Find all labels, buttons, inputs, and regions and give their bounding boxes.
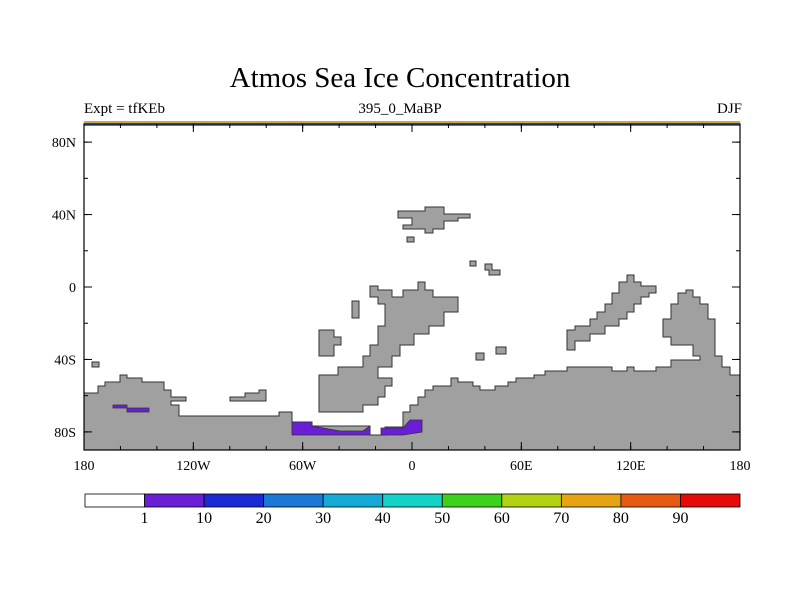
lon-tick-label: 60E (510, 459, 533, 474)
ice-patch-weddell (291, 421, 371, 436)
land-coast-islet (351, 300, 360, 319)
colorbar-label: 60 (494, 510, 510, 527)
lon-tick-label: 120E (616, 459, 646, 474)
land-islet-a (406, 236, 415, 243)
colorbar-label: 50 (434, 510, 450, 527)
colorbar-segment (501, 493, 562, 508)
land-islet-g (229, 389, 267, 402)
lat-tick-label: 40N (52, 209, 76, 224)
land-islet-b (469, 260, 477, 267)
ice-patch-west (112, 404, 150, 413)
map-axes: 180 120W 60W 0 60E 120E 180 80N 40N 0 40S 80S (52, 124, 751, 474)
sea-ice-patches (112, 404, 423, 436)
land-east-arc (566, 274, 657, 351)
lat-tick-label: 80S (54, 426, 76, 441)
land-continent-west (318, 281, 459, 413)
land-islet-c (484, 263, 501, 276)
lat-tick-label: 0 (69, 281, 76, 296)
colorbar-segment (263, 493, 324, 508)
colorbar-label: 70 (553, 510, 569, 527)
colorbar-label: 90 (672, 510, 688, 527)
colorbar-segment (84, 493, 145, 508)
lat-tick-label: 80N (52, 136, 76, 151)
colorbar: 1 10 20 30 40 50 60 70 80 90 (84, 493, 741, 527)
colorbar-segment (680, 493, 741, 508)
lon-tick-label: 120W (176, 459, 211, 474)
north-band-top (84, 121, 740, 124)
land-masses (83, 206, 741, 451)
colorbar-label: 40 (375, 510, 391, 527)
colorbar-segment (620, 493, 681, 508)
colorbar-segment (203, 493, 265, 508)
colorbar-segment (144, 493, 205, 508)
lon-tick-label: 180 (730, 459, 751, 474)
lon-tick-label: 0 (409, 459, 416, 474)
lon-tick-label: 60W (289, 459, 317, 474)
colorbar-segment (441, 493, 503, 508)
experiment-label: Expt = tfKEb (84, 101, 165, 117)
land-islet-e (495, 346, 507, 355)
colorbar-label: 80 (613, 510, 629, 527)
lat-tick-label: 40S (54, 353, 76, 368)
colorbar-segment (382, 493, 443, 508)
ice-patch-east (380, 419, 423, 436)
land-eurasia-fragment (397, 206, 471, 234)
colorbar-label: 10 (196, 510, 212, 527)
colorbar-segment (560, 493, 622, 508)
time-label: 395_0_MaBP (358, 101, 442, 117)
colorbar-segment (322, 493, 384, 508)
land-islet-f (91, 361, 100, 368)
colorbar-label: 20 (256, 510, 272, 527)
lon-tick-label: 180 (74, 459, 95, 474)
plot-title: Atmos Sea Ice Concentration (229, 62, 571, 94)
season-label: DJF (716, 101, 742, 117)
land-islet-d (475, 352, 485, 361)
colorbar-label: 1 (141, 510, 149, 527)
colorbar-label: 30 (315, 510, 331, 527)
land-coast-strip (318, 329, 342, 357)
